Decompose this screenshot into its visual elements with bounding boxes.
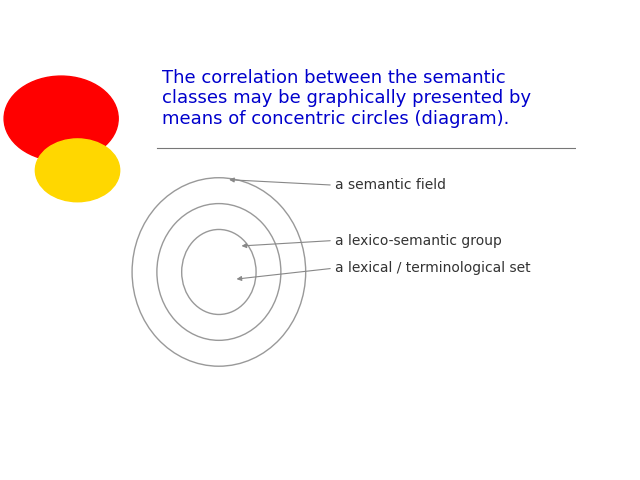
Circle shape xyxy=(35,139,120,202)
Text: a lexico-semantic group: a lexico-semantic group xyxy=(335,234,502,248)
Text: a semantic field: a semantic field xyxy=(335,178,447,192)
Circle shape xyxy=(4,76,118,161)
Text: The correlation between the semantic
classes may be graphically presented by
mea: The correlation between the semantic cla… xyxy=(162,69,531,128)
Text: a lexical / terminological set: a lexical / terminological set xyxy=(335,261,531,275)
